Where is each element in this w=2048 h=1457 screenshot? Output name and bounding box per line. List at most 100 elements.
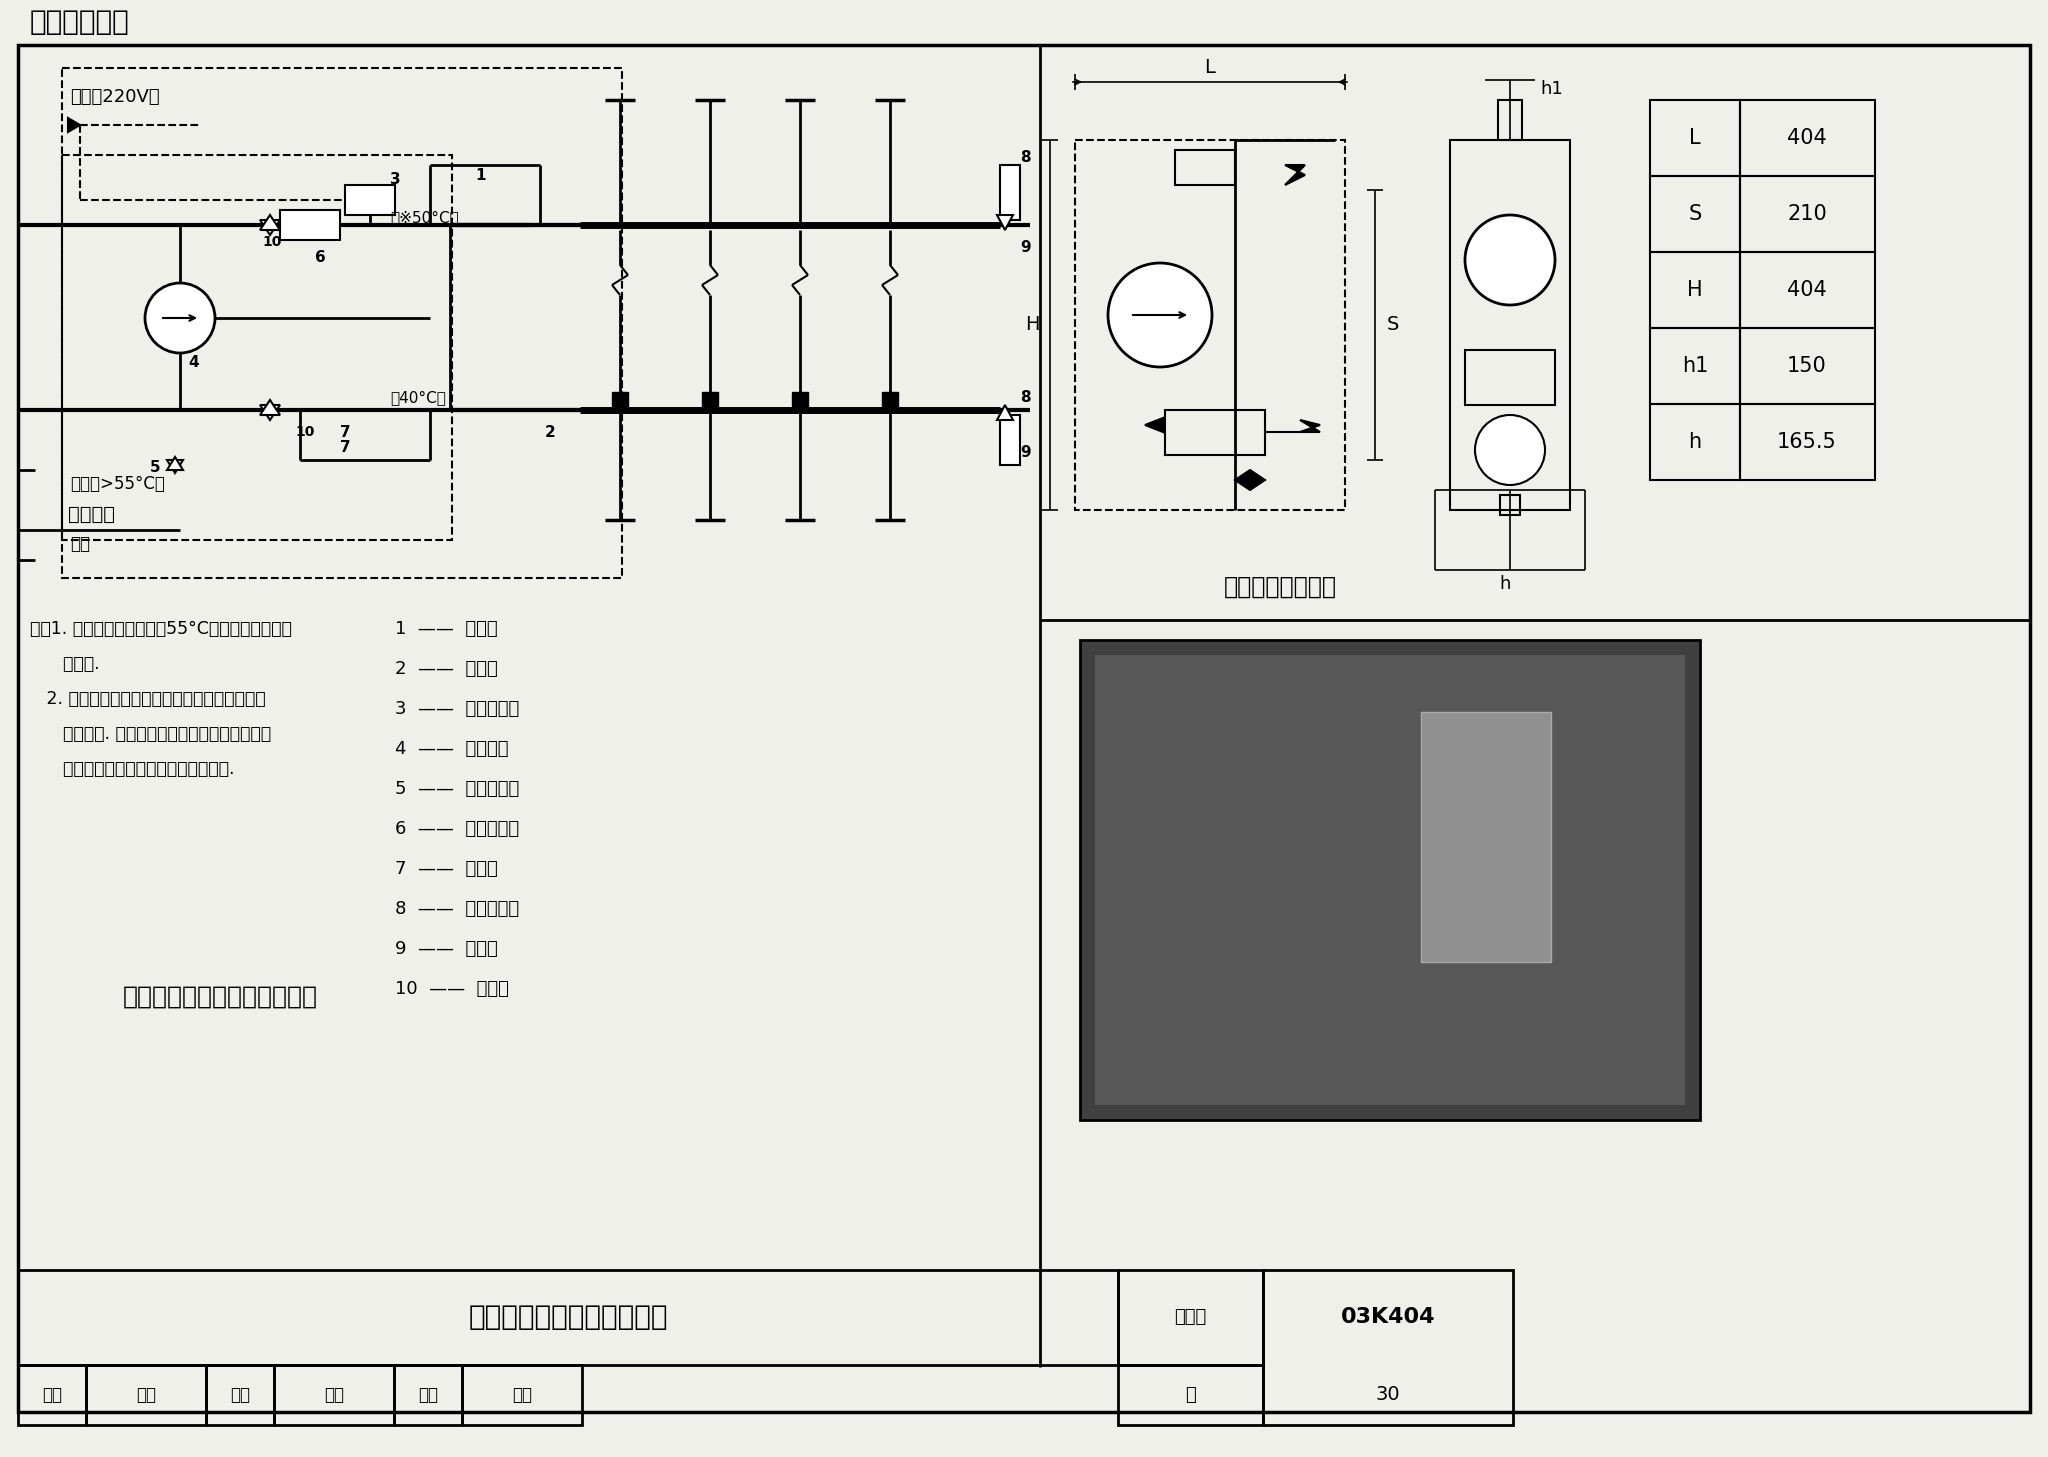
Text: 210: 210 [1788, 204, 1827, 224]
Text: 7  ——  测温阀: 7 —— 测温阀 [395, 860, 498, 879]
Text: 审核: 审核 [43, 1386, 61, 1405]
Text: 7: 7 [340, 440, 350, 455]
Text: 30: 30 [1376, 1386, 1401, 1405]
Bar [18, 1365, 86, 1425]
Bar [1651, 328, 1741, 404]
Text: 10: 10 [295, 425, 315, 439]
Text: 3  ——  电子温感器: 3 —— 电子温感器 [395, 699, 520, 718]
Circle shape [1245, 772, 1386, 912]
Text: 8: 8 [1020, 150, 1030, 165]
Text: 混水装置安装尺寸: 混水装置安装尺寸 [1223, 576, 1337, 599]
Polygon shape [1235, 471, 1249, 490]
Text: 地板辐射供暖混水系统原理图: 地板辐射供暖混水系统原理图 [123, 985, 317, 1010]
Polygon shape [168, 460, 182, 474]
Bar [1096, 656, 1686, 1104]
Text: （※50°C）: （※50°C） [389, 210, 459, 224]
Circle shape [1464, 216, 1554, 305]
Text: 9: 9 [1020, 444, 1030, 460]
Circle shape [1475, 415, 1544, 485]
Text: S: S [1688, 204, 1702, 224]
Bar [999, 415, 1020, 465]
Bar [1651, 101, 1741, 176]
Text: 统相连.: 统相连. [31, 656, 100, 673]
Polygon shape [1284, 165, 1305, 185]
Circle shape [145, 283, 215, 353]
Polygon shape [260, 220, 281, 235]
Bar [1421, 712, 1550, 962]
Text: 6: 6 [315, 251, 326, 265]
Bar [999, 165, 1020, 220]
Text: 03K404: 03K404 [1341, 1307, 1436, 1327]
Text: 2  ——  集水器: 2 —— 集水器 [395, 660, 498, 678]
Bar [793, 392, 809, 412]
Bar [1741, 101, 1876, 176]
Circle shape [1108, 264, 1212, 367]
Bar [1741, 328, 1876, 404]
Text: h1: h1 [1681, 356, 1708, 376]
Bar [612, 392, 629, 412]
Bar [1464, 350, 1554, 405]
Bar [344, 185, 395, 216]
Text: 供水（>55°C）: 供水（>55°C） [70, 475, 166, 492]
Text: 10: 10 [262, 235, 281, 249]
Bar [1741, 252, 1876, 328]
Polygon shape [997, 405, 1014, 420]
Polygon shape [68, 118, 80, 133]
Text: 2: 2 [545, 425, 555, 440]
Circle shape [1247, 772, 1348, 873]
Text: 150: 150 [1788, 356, 1827, 376]
Text: 4: 4 [188, 356, 199, 370]
Text: 地板辐射供暖系统混水装置: 地板辐射供暖系统混水装置 [469, 1303, 668, 1332]
Text: 8: 8 [1020, 390, 1030, 405]
Bar [1741, 404, 1876, 479]
Bar [1741, 176, 1876, 252]
Text: 404: 404 [1788, 128, 1827, 149]
Text: 回水: 回水 [70, 535, 90, 554]
Bar [883, 392, 897, 412]
Text: 8  ——  自动排气阀: 8 —— 自动排气阀 [395, 900, 518, 918]
Text: 9  ——  泄水阀: 9 —— 泄水阀 [395, 940, 498, 959]
Text: 相关技术资料: 相关技术资料 [31, 7, 129, 36]
Text: L: L [1690, 128, 1700, 149]
Text: 三石: 三石 [512, 1386, 532, 1405]
Bar [1118, 1271, 1264, 1365]
Bar [1264, 1271, 1513, 1425]
Bar [1450, 140, 1571, 510]
Polygon shape [1249, 471, 1266, 490]
Bar [1165, 409, 1266, 455]
Text: 设计: 设计 [418, 1386, 438, 1405]
Polygon shape [260, 216, 281, 230]
Bar [1651, 176, 1741, 252]
Text: 孙火: 孙火 [324, 1386, 344, 1405]
Text: 5: 5 [150, 460, 160, 475]
Polygon shape [260, 405, 281, 420]
Text: 10  ——  调节阀: 10 —— 调节阀 [395, 981, 508, 998]
Polygon shape [1145, 418, 1163, 431]
Bar [393, 1365, 463, 1425]
Text: 5  ——  远传温控阀: 5 —— 远传温控阀 [395, 779, 520, 798]
Text: 1: 1 [475, 168, 485, 184]
Text: S: S [1386, 316, 1399, 335]
Text: 9: 9 [1020, 240, 1030, 255]
Text: 混水装置: 混水装置 [68, 506, 115, 525]
Polygon shape [168, 457, 182, 471]
Text: 4  ——  调速水泵: 4 —— 调速水泵 [395, 740, 508, 758]
Bar [274, 1365, 393, 1425]
Text: H: H [1688, 280, 1702, 300]
Text: H: H [1024, 316, 1038, 335]
Text: 7: 7 [340, 425, 350, 440]
Bar [702, 392, 719, 412]
Text: 404: 404 [1788, 280, 1827, 300]
Bar [207, 1365, 274, 1425]
Text: h: h [1688, 431, 1702, 452]
Text: 165.5: 165.5 [1778, 431, 1837, 452]
Text: L: L [1204, 58, 1214, 77]
Bar [18, 1271, 1118, 1365]
Text: 注：1. 混水装置用于与高于55°C供水温度的供暖系: 注：1. 混水装置用于与高于55°C供水温度的供暖系 [31, 621, 293, 638]
Bar [1075, 140, 1346, 510]
Polygon shape [997, 216, 1014, 230]
Text: 2. 本页按北京金房暖通节能技术有限公司提供: 2. 本页按北京金房暖通节能技术有限公司提供 [31, 691, 266, 708]
Text: 电源（220V）: 电源（220V） [70, 87, 160, 106]
Bar [86, 1365, 207, 1425]
Bar [1176, 150, 1235, 185]
